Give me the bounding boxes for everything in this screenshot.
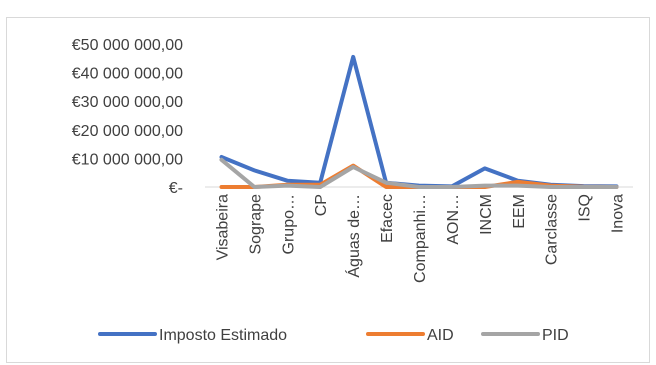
x-tick-label: Inova	[610, 194, 627, 233]
x-tick-label: Águas de…	[344, 194, 363, 278]
y-tick-label: €-	[169, 180, 183, 197]
x-tick-label: ISQ	[577, 194, 594, 222]
legend-label: AID	[427, 327, 454, 344]
x-tick-label: CP	[313, 194, 330, 216]
y-tick-label: €30 000 000,00	[72, 94, 183, 111]
chart-area	[6, 17, 650, 363]
y-tick-label: €10 000 000,00	[72, 151, 183, 168]
legend-label: PID	[542, 327, 569, 344]
x-tick-label: AON…	[445, 194, 462, 245]
x-tick-label: Sogrape	[247, 194, 264, 255]
x-tick-label: Visabeira	[214, 194, 231, 261]
x-tick-label: EEM	[511, 194, 528, 229]
x-tick-label: Grupo…	[280, 194, 297, 254]
x-tick-label: INCM	[478, 194, 495, 235]
y-tick-label: €40 000 000,00	[72, 66, 183, 83]
y-tick-label: €20 000 000,00	[72, 123, 183, 140]
y-tick-label: €50 000 000,00	[72, 37, 183, 54]
x-tick-label: Efacec	[379, 194, 396, 243]
series-line-3	[219, 157, 619, 189]
x-tick-label: Companhi…	[412, 194, 429, 283]
legend-label: Imposto Estimado	[159, 327, 287, 344]
x-tick-label: Carclasse	[544, 194, 561, 265]
series-line-1	[219, 54, 619, 189]
